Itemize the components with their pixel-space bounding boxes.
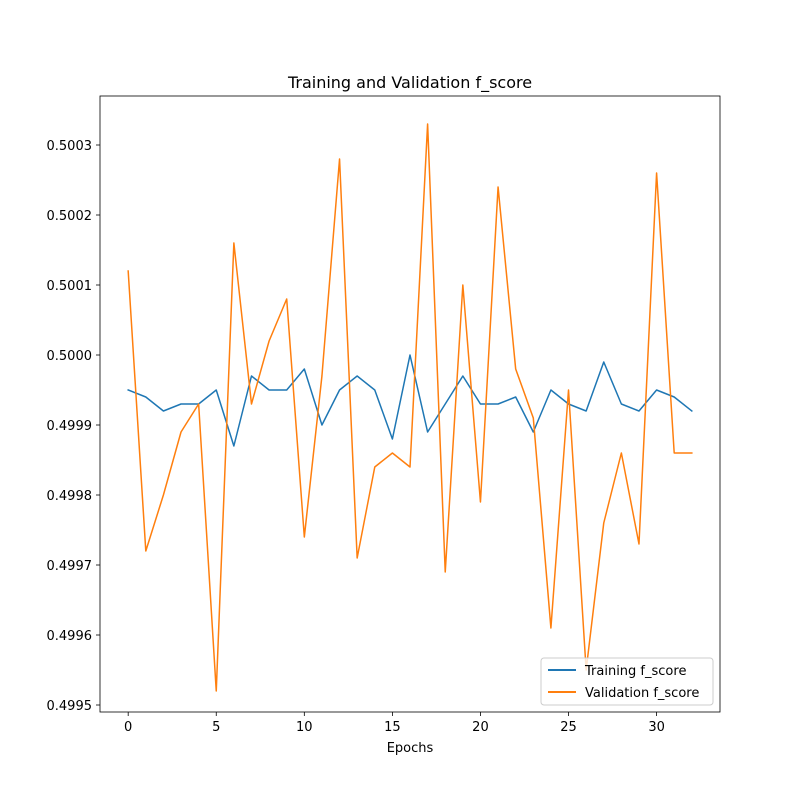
x-tick-label: 0: [124, 720, 132, 735]
x-axis: 0 5 10 15 20 25 30: [124, 712, 665, 735]
x-tick-label: 15: [384, 720, 401, 735]
x-tick-label: 20: [472, 720, 489, 735]
y-tick-label: 0.5000: [47, 349, 93, 364]
series-line-validation: [127, 123, 693, 692]
chart-title: Training and Validation f_score: [287, 73, 532, 93]
legend: Training f_score Validation f_score: [540, 657, 714, 706]
y-tick-label: 0.4999: [47, 419, 93, 434]
legend-label: Training f_score: [584, 664, 686, 679]
y-tick-label: 0.5003: [47, 139, 93, 154]
y-tick-label: 0.5001: [47, 279, 93, 294]
axes-frame: [99, 95, 721, 713]
y-tick-label: 0.5002: [47, 209, 93, 224]
x-tick-label: 30: [648, 720, 665, 735]
y-tick-label: 0.4997: [47, 559, 93, 574]
y-tick-label: 0.4996: [47, 629, 93, 644]
y-tick-label: 0.4995: [47, 699, 93, 714]
y-axis: 0.4995 0.4996 0.4997 0.4998 0.4999 0.5000 0.50…: [47, 139, 100, 714]
plot-area: [127, 123, 693, 692]
x-axis-label: Epochs: [387, 741, 434, 756]
x-tick-label: 10: [296, 720, 313, 735]
x-tick-label: 5: [212, 720, 220, 735]
legend-label: Validation f_score: [585, 686, 699, 701]
legend-box: [540, 657, 714, 706]
series-line-training: [127, 354, 693, 447]
x-tick-label: 25: [560, 720, 577, 735]
y-tick-label: 0.4998: [47, 489, 93, 504]
